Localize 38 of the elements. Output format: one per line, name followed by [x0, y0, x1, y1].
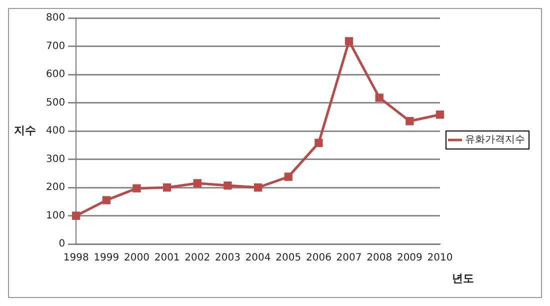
point: [375, 94, 384, 102]
y-tick-label: 200: [46, 182, 66, 194]
point: [224, 181, 232, 190]
x-tick-label: 2009: [396, 252, 422, 264]
point: [406, 117, 414, 126]
y-tick-label: 800: [46, 12, 66, 24]
legend-label: 유화가격지수: [465, 134, 525, 146]
x-tick-label: 1999: [94, 252, 120, 264]
x-tick-label: 2008: [366, 252, 392, 264]
point: [284, 172, 292, 181]
point: [254, 183, 262, 192]
point: [344, 37, 354, 46]
point: [314, 138, 323, 147]
point: [162, 183, 172, 192]
y-tick-label: 700: [46, 40, 66, 52]
x-tick-label: 1998: [63, 252, 89, 264]
point: [436, 110, 444, 119]
x-tick-label: 2010: [427, 252, 453, 264]
point: [72, 212, 80, 220]
x-axis-title: 년도: [452, 272, 474, 285]
x-tick-label: 2005: [276, 252, 302, 264]
x-tick-label: 2007: [336, 252, 362, 264]
x-tick-label: 2001: [154, 252, 180, 264]
x-tick-label: 2002: [184, 252, 210, 264]
y-axis-title: 지수: [13, 124, 36, 137]
y-tick-label: 300: [46, 154, 66, 165]
point: [193, 179, 202, 188]
x-tick-label: 2000: [124, 252, 150, 264]
y-tick-label: 400: [46, 126, 66, 137]
point: [102, 196, 110, 204]
x-tick-label: 2003: [214, 252, 240, 264]
y-tick-label: 500: [46, 97, 66, 108]
x-tick-label: 2004: [245, 252, 271, 264]
y-tick-label: 100: [46, 210, 66, 222]
y-tick-label: 0: [58, 238, 66, 250]
x-tick-label: 2006: [306, 252, 332, 264]
y-tick-label: 600: [46, 69, 66, 80]
point: [132, 184, 141, 192]
